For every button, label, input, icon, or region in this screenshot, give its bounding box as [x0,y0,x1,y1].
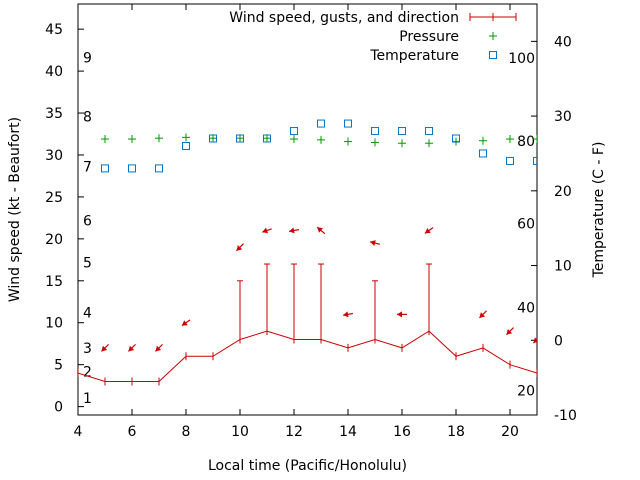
x-tick-label: 14 [339,424,357,440]
y-tick-label: 5 [54,358,63,374]
fahrenheit-label: 40 [517,300,535,316]
y2-tick-label: 0 [554,333,563,349]
y-tick-label: 20 [45,232,63,248]
y-tick-label: 10 [45,316,63,332]
fahrenheit-label: 80 [517,134,535,150]
beaufort-label: 2 [83,364,92,380]
direction-arrow-head [533,337,537,344]
x-tick-label: 6 [128,424,137,440]
x-tick-label: 8 [182,424,191,440]
y-tick-label: 25 [45,190,63,206]
fahrenheit-label: 60 [517,217,535,233]
legend-sample-temperature [489,51,497,59]
direction-arrow-head [397,311,402,318]
beaufort-label: 6 [83,213,92,229]
beaufort-label: 8 [83,109,92,125]
series-group [78,119,537,386]
direction-arrow-head [289,227,295,234]
y-tick-label: 30 [45,148,63,164]
temperature-point [479,149,487,158]
y2-tick-label: 10 [554,259,572,275]
legend: Wind speed, gusts, and direction Pressure… [229,10,517,64]
series-layer [78,119,537,386]
temperature-point [398,127,406,136]
x-tick-label: 18 [447,424,465,440]
direction-arrow-head [262,227,269,234]
y2-tick-label: 20 [554,184,572,200]
beaufort-label: 7 [83,160,92,176]
beaufort-label: 1 [83,391,92,407]
axes-layer: 4 6 8 10 12 14 16 18 20051015202530354045-100102… [7,3,607,474]
temperature-point [128,164,136,173]
direction-arrow-head [506,329,513,335]
temperature-point [452,134,460,143]
temperature-point [155,164,163,173]
direction-arrow-head [155,345,162,352]
legend-label-pressure: Pressure [399,29,459,45]
direction-arrow-head [128,345,135,352]
beaufort-label: 4 [83,306,92,322]
direction-arrow-head [317,227,323,233]
x-axis-title: Local time (Pacific/Honolulu) [208,458,407,474]
x-tick-label: 12 [285,424,303,440]
direction-arrow-head [343,311,349,318]
temperature-point [209,134,217,143]
y2-tick-label: -10 [554,408,577,424]
wind-speed-line [78,330,537,382]
direction-arrow-head [370,240,376,246]
y-tick-label: 35 [45,106,63,122]
y2-axis-title: Temperature (C - F) [591,142,607,279]
temperature-point [236,134,244,143]
beaufort-label: 9 [83,51,92,67]
direction-arrow-head [101,345,108,352]
beaufort-label: 3 [83,341,92,357]
x-tick-label: 20 [501,424,519,440]
beaufort-label: 5 [83,255,92,271]
direction-arrow-head [479,312,486,318]
temperature-point [317,119,325,128]
plot-frame [77,3,538,416]
direction-arrow-head [181,320,188,326]
y2-tick-label: 40 [554,34,572,50]
direction-arrow-head [424,228,431,234]
temperature-point [371,127,379,136]
y-tick-label: 40 [45,64,63,80]
fahrenheit-label: 100 [508,51,535,67]
temperature-point [533,156,537,165]
y-tick-label: 45 [45,22,63,38]
temperature-point [506,156,514,165]
temperature-point [263,134,271,143]
y-tick-label: 0 [54,400,63,416]
temperature-point [101,164,109,173]
temperature-point [344,119,352,128]
legend-label-wind: Wind speed, gusts, and direction [229,10,459,26]
fahrenheit-label: 20 [517,383,535,399]
y-axis-title: Wind speed (kt - Beaufort) [7,117,23,302]
y-tick-label: 15 [45,274,63,290]
y2-tick-label: 30 [554,109,572,125]
x-tick-label: 4 [74,424,83,440]
legend-label-temperature: Temperature [369,48,459,64]
temperature-point [182,141,190,150]
temperature-point [425,127,433,136]
x-tick-label: 16 [393,424,411,440]
temperature-point [290,127,298,136]
x-tick-label: 10 [231,424,249,440]
direction-arrow-head [236,245,243,251]
